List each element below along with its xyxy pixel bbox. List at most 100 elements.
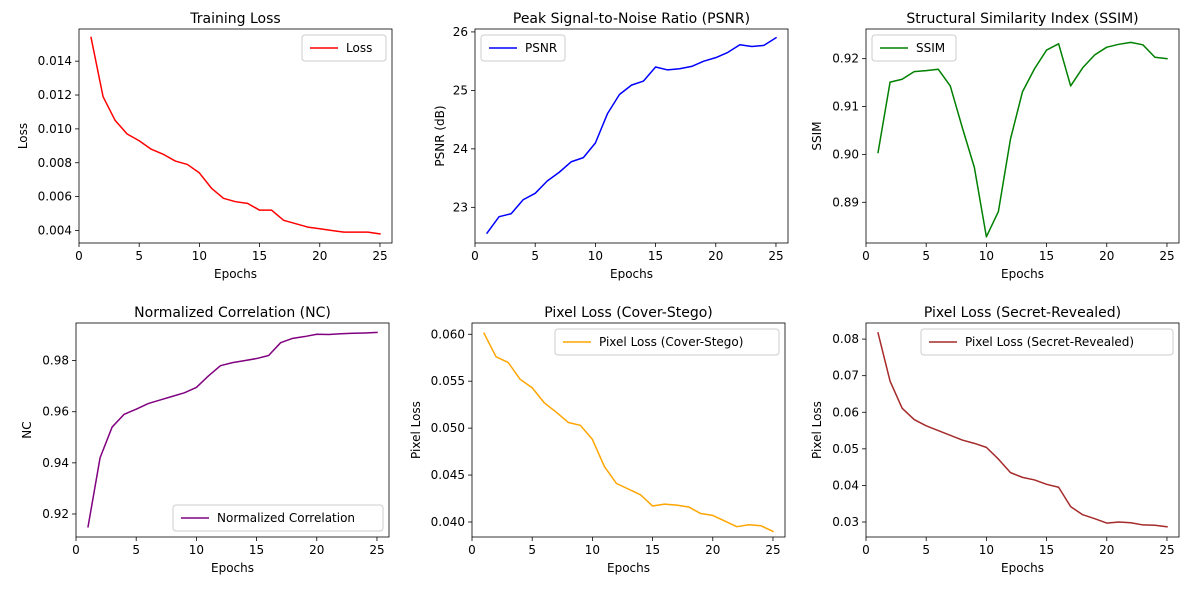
x-tick-label: 20 — [1099, 249, 1114, 263]
legend-box — [172, 504, 384, 532]
series-line-1 — [877, 331, 1168, 528]
x-tick-label: 15 — [645, 543, 660, 557]
y-tick-label: 0.91 — [832, 100, 859, 114]
chart-title: Pixel Loss (Secret-Revealed) — [924, 305, 1121, 321]
x-tick-label: 5 — [132, 543, 140, 557]
legend-label: Pixel Loss (Cover-Stego) — [599, 335, 743, 349]
y-axis-label: Loss — [16, 123, 30, 149]
y-axis-label: SSIM — [810, 121, 824, 150]
y-tick-label: 24 — [453, 142, 468, 156]
x-tick-label: 20 — [1099, 543, 1114, 557]
series-line-1 — [87, 331, 378, 528]
y-tick-label: 0.03 — [832, 515, 859, 529]
y-tick-label: 0.012 — [38, 88, 72, 102]
chart-panel-1: 0 5 10 15 20 25 0.004 0.006 0.008 0.010 0.012 0.014… — [16, 11, 393, 281]
x-axis-label: Epochs — [607, 561, 650, 575]
x-tick-label: 0 — [471, 249, 479, 263]
y-tick-label: 0.07 — [832, 369, 859, 383]
y-axis-label: Pixel Loss — [810, 401, 824, 459]
x-tick-label: 20 — [705, 543, 720, 557]
x-tick-label: 5 — [528, 543, 536, 557]
y-tick-label: 0.010 — [38, 122, 72, 136]
x-tick-label: 10 — [979, 249, 994, 263]
legend: SSIM — [871, 34, 957, 62]
y-tick-label: 0.94 — [42, 456, 69, 470]
x-tick-label: 5 — [922, 543, 930, 557]
series-line-1 — [877, 41, 1168, 238]
x-tick-label: 25 — [1159, 249, 1174, 263]
x-tick-label: 15 — [1039, 249, 1054, 263]
plot-area-frame — [75, 322, 390, 538]
legend-label: Loss — [346, 41, 372, 55]
y-tick-label: 0.89 — [832, 195, 859, 209]
x-tick-label: 0 — [862, 249, 870, 263]
x-axis-label: Epochs — [1001, 561, 1044, 575]
chart-title: Pixel Loss (Cover-Stego) — [544, 305, 713, 321]
plot-area-frame — [865, 322, 1180, 538]
legend-label: Normalized Correlation — [217, 511, 355, 525]
y-tick-label: 0.92 — [832, 52, 859, 66]
legend-box — [480, 34, 566, 62]
plot-area-frame — [474, 28, 789, 244]
legend: Pixel Loss (Secret-Revealed) — [920, 328, 1174, 356]
x-tick-label: 5 — [922, 249, 930, 263]
y-tick-label: 0.98 — [42, 354, 69, 368]
y-tick-label: 0.004 — [38, 223, 72, 237]
x-tick-label: 25 — [765, 543, 780, 557]
chart-panel-6: 0 5 10 15 20 25 0.03 0.04 0.05 0.06 0.07 0.08 Pixel … — [810, 305, 1180, 575]
series-line-1 — [90, 36, 381, 235]
x-tick-label: 15 — [252, 249, 267, 263]
chart-title: Normalized Correlation (NC) — [134, 305, 331, 321]
legend-box — [920, 328, 1174, 356]
x-tick-label: 0 — [72, 543, 80, 557]
y-tick-label: 0.014 — [38, 54, 72, 68]
legend-box — [871, 34, 957, 62]
x-axis-label: Epochs — [610, 267, 653, 281]
legend-label: Pixel Loss (Secret-Revealed) — [965, 335, 1134, 349]
chart-title: Training Loss — [189, 11, 280, 27]
x-tick-label: 25 — [369, 543, 384, 557]
chart-panel-4: 0 5 10 15 20 25 0.92 0.94 0.96 0.98 Normalized Cor… — [20, 305, 390, 575]
chart-title: Structural Similarity Index (SSIM) — [906, 11, 1138, 27]
x-tick-label: 15 — [1039, 543, 1054, 557]
chart-panel-5: 0 5 10 15 20 25 0.040 0.045 0.050 0.055 0.060 Pixel… — [409, 305, 786, 575]
x-axis-label: Epochs — [214, 267, 257, 281]
x-tick-label: 20 — [708, 249, 723, 263]
chart-panel-3: 0 5 10 15 20 25 0.89 0.90 0.91 0.92 Structural Sim… — [810, 11, 1180, 281]
legend-label: PSNR — [525, 41, 557, 55]
x-tick-label: 0 — [468, 543, 476, 557]
plot-area-frame — [471, 322, 786, 538]
y-tick-label: 0.08 — [832, 332, 859, 346]
x-tick-label: 10 — [588, 249, 603, 263]
legend: Normalized Correlation — [172, 504, 384, 532]
x-axis-label: Epochs — [1001, 267, 1044, 281]
legend: PSNR — [480, 34, 566, 62]
chart-title: Peak Signal-to-Noise Ratio (PSNR) — [513, 11, 750, 27]
y-tick-label: 0.045 — [431, 468, 465, 482]
x-tick-label: 25 — [372, 249, 387, 263]
y-axis-label: NC — [20, 421, 34, 438]
legend: Pixel Loss (Cover-Stego) — [554, 328, 780, 356]
x-tick-label: 5 — [531, 249, 539, 263]
x-tick-label: 20 — [312, 249, 327, 263]
y-tick-label: 0.060 — [431, 327, 465, 341]
plot-area-frame — [865, 28, 1180, 244]
x-tick-label: 25 — [1159, 543, 1174, 557]
y-tick-label: 0.050 — [431, 421, 465, 435]
x-tick-label: 20 — [309, 543, 324, 557]
legend: Loss — [301, 34, 387, 62]
x-tick-label: 10 — [189, 543, 204, 557]
x-tick-label: 5 — [135, 249, 143, 263]
y-tick-label: 0.90 — [832, 147, 859, 161]
y-tick-label: 0.040 — [431, 515, 465, 529]
y-axis-label: PSNR (dB) — [433, 105, 447, 166]
series-line-1 — [485, 36, 777, 235]
series-line-1 — [483, 332, 774, 533]
x-tick-label: 10 — [192, 249, 207, 263]
legend-box — [301, 34, 387, 62]
x-tick-label: 15 — [648, 249, 663, 263]
legend-label: SSIM — [916, 41, 945, 55]
y-tick-label: 0.96 — [42, 405, 69, 419]
